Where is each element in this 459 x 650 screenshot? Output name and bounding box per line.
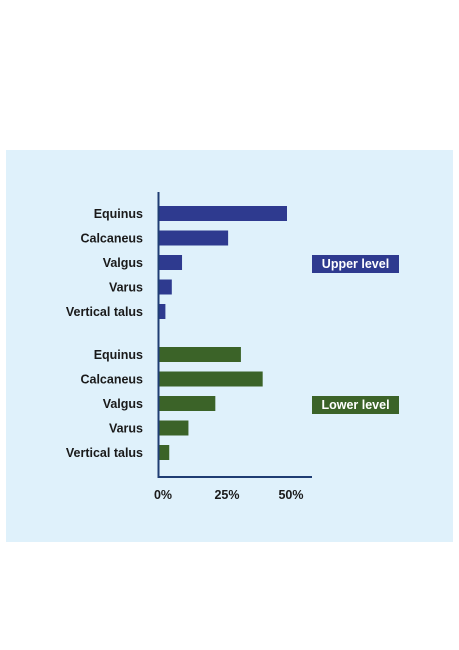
- bar-upper-valgus: [159, 255, 183, 270]
- category-label: Valgus: [103, 256, 143, 270]
- bar-upper-varus: [159, 279, 172, 295]
- legend-box-lower: [312, 396, 399, 414]
- category-label: Vertical talus: [66, 446, 143, 460]
- bar-lower-varus: [159, 420, 189, 436]
- bar-upper-calcaneus: [159, 230, 229, 246]
- legend-label-lower: Lower level: [321, 398, 389, 412]
- category-label: Equinus: [94, 207, 143, 221]
- chart-panel: Equinus Calcaneus Valgus Varus Vertical talu…: [6, 150, 453, 542]
- category-label: Valgus: [103, 397, 143, 411]
- bar-upper-vertical-talus: [159, 304, 166, 319]
- x-tick-label: 0%: [154, 488, 172, 502]
- x-tick-label: 50%: [278, 488, 303, 502]
- category-label: Varus: [109, 281, 143, 295]
- bar-lower-equinus: [159, 347, 241, 362]
- category-label: Equinus: [94, 348, 143, 362]
- legend-label-upper: Upper level: [322, 257, 389, 271]
- bar-lower-valgus: [159, 396, 216, 411]
- bar-lower-vertical-talus: [159, 445, 170, 460]
- legend-box-upper: [312, 255, 399, 273]
- bar-chart: Equinus Calcaneus Valgus Varus Vertical talu…: [66, 192, 399, 502]
- category-label: Calcaneus: [80, 373, 143, 387]
- x-tick-label: 25%: [214, 488, 239, 502]
- bar-upper-equinus: [159, 206, 287, 221]
- category-label: Varus: [109, 422, 143, 436]
- bar-lower-calcaneus: [159, 371, 263, 387]
- category-label: Calcaneus: [80, 232, 143, 246]
- category-label: Vertical talus: [66, 305, 143, 319]
